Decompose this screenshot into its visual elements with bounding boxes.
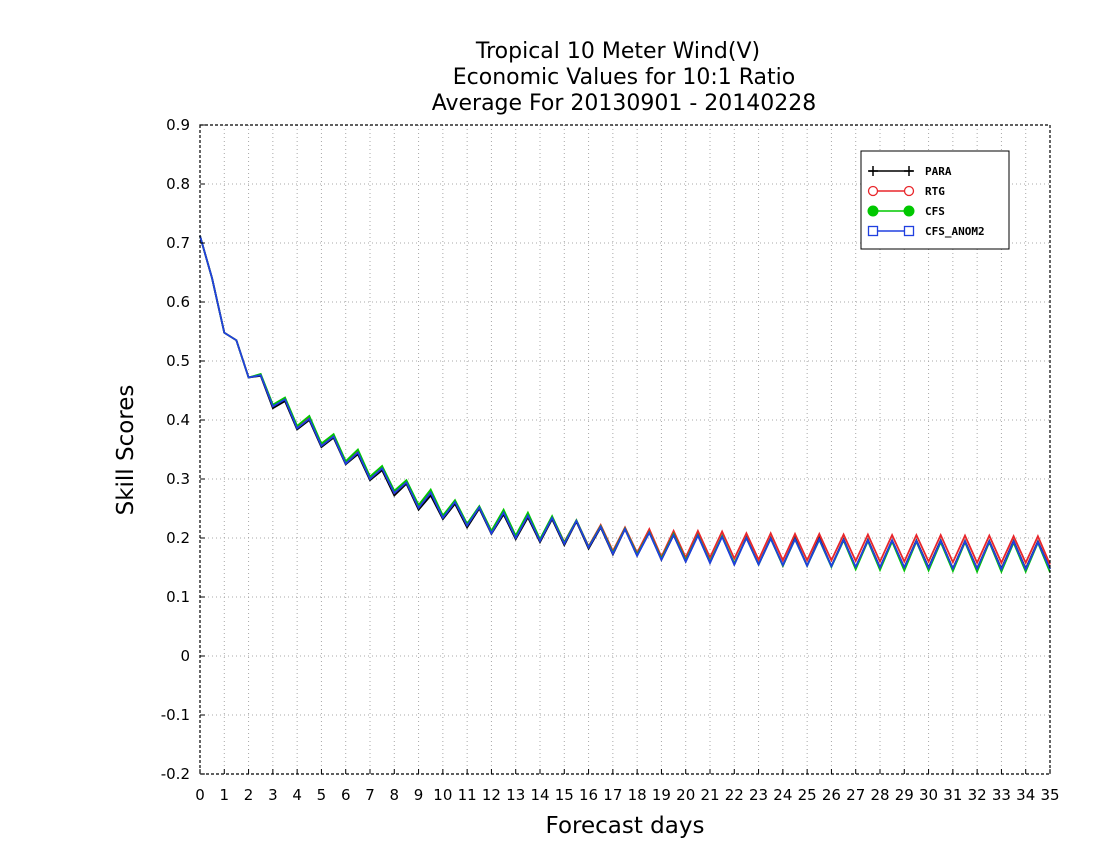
- y-tick-label: 0.3: [166, 470, 190, 488]
- legend-marker-dot: [867, 205, 879, 217]
- x-tick-label: 7: [365, 786, 375, 804]
- y-tick-label: 0.6: [166, 293, 190, 311]
- x-tick-label: 11: [458, 786, 477, 804]
- y-axis-ticks: -0.2 -0.1 0 0.1 0.2 0.3 0.4 0.5 0.6 0.7 0.8 0.9: [161, 116, 205, 783]
- x-tick-label: 29: [895, 786, 914, 804]
- x-tick-label: 33: [992, 786, 1011, 804]
- x-tick-label: 10: [433, 786, 452, 804]
- x-tick-label: 25: [798, 786, 817, 804]
- x-tick-label: 8: [390, 786, 400, 804]
- x-tick-label: 4: [292, 786, 302, 804]
- x-tick-label: 21: [700, 786, 719, 804]
- legend-marker-circle: [867, 185, 879, 197]
- legend-item: CFS_ANOM2: [867, 225, 985, 238]
- x-tick-label: 30: [919, 786, 938, 804]
- x-tick-label: 34: [1016, 786, 1035, 804]
- y-tick-label: 0.8: [166, 175, 190, 193]
- series-layer: [199, 235, 1051, 574]
- x-tick-label: 24: [773, 786, 792, 804]
- legend-box: [860, 150, 1010, 250]
- series-line-para: [199, 235, 1051, 571]
- y-tick-label: 0.1: [166, 588, 190, 606]
- series-line-cfs_anom2: [199, 235, 1051, 572]
- y-tick-label: 0.7: [166, 234, 190, 252]
- series-line-cfs: [199, 235, 1051, 574]
- legend-marker-square: [867, 225, 879, 237]
- x-tick-label: 16: [579, 786, 598, 804]
- x-tick-label: 1: [220, 786, 230, 804]
- x-tick-label: 14: [530, 786, 549, 804]
- series-line-rtg: [199, 235, 1051, 566]
- x-tick-label: 9: [414, 786, 424, 804]
- y-tick-label: 0.2: [166, 529, 190, 547]
- x-tick-label: 20: [676, 786, 695, 804]
- y-tick-label: -0.2: [161, 765, 190, 783]
- legend-label: CFS: [925, 205, 945, 218]
- x-tick-label: 19: [652, 786, 671, 804]
- legend-item: RTG: [867, 185, 945, 198]
- chart-title-line-3: Average For 20130901 - 20140228: [432, 91, 817, 116]
- legend-label: PARA: [925, 165, 952, 178]
- x-tick-label: 13: [506, 786, 525, 804]
- x-axis-title: Forecast days: [546, 813, 705, 839]
- x-tick-label: 35: [1040, 786, 1059, 804]
- x-tick-label: 32: [968, 786, 987, 804]
- y-tick-label: 0.9: [166, 116, 190, 134]
- legend-item: CFS: [867, 205, 945, 218]
- y-axis-title: Skill Scores: [113, 385, 139, 516]
- x-tick-label: 23: [749, 786, 768, 804]
- legend-marker-plus: [868, 166, 878, 176]
- x-tick-label: 2: [244, 786, 254, 804]
- y-tick-label: -0.1: [161, 706, 190, 724]
- x-tick-label: 31: [943, 786, 962, 804]
- legend-marker-dot: [903, 205, 915, 217]
- x-tick-label: 22: [725, 786, 744, 804]
- legend-marker-circle: [903, 185, 915, 197]
- legend: PARA RTG CFS CFS_ANOM2: [860, 150, 1010, 250]
- legend-items: PARA RTG CFS CFS_ANOM2: [867, 165, 985, 238]
- chart-title-line-2: Economic Values for 10:1 Ratio: [453, 65, 795, 90]
- x-tick-label: 18: [628, 786, 647, 804]
- x-tick-label: 5: [317, 786, 327, 804]
- x-tick-label: 12: [482, 786, 501, 804]
- x-tick-label: 6: [341, 786, 351, 804]
- x-tick-label: 26: [822, 786, 841, 804]
- x-axis-ticks: 0 1 2 3 4 5 6 7 8 9 10 11 12 13 14 15 16 17 18 19 20 21 22 23 24…: [195, 769, 1060, 804]
- legend-label: RTG: [925, 185, 945, 198]
- legend-marker-square: [903, 225, 915, 237]
- grid: [200, 125, 1050, 774]
- legend-item: PARA: [868, 165, 952, 178]
- legend-label: CFS_ANOM2: [925, 225, 985, 238]
- x-tick-label: 27: [846, 786, 865, 804]
- legend-marker-plus: [904, 166, 914, 176]
- y-tick-label: 0.5: [166, 352, 190, 370]
- x-tick-label: 28: [870, 786, 889, 804]
- y-tick-label: 0: [180, 647, 190, 665]
- x-tick-label: 0: [195, 786, 205, 804]
- y-tick-label: 0.4: [166, 411, 190, 429]
- x-tick-label: 3: [268, 786, 278, 804]
- chart-title-line-1: Tropical 10 Meter Wind(V): [475, 39, 760, 64]
- plot-frame: [199, 124, 1051, 775]
- x-tick-label: 17: [603, 786, 622, 804]
- x-tick-label: 15: [555, 786, 574, 804]
